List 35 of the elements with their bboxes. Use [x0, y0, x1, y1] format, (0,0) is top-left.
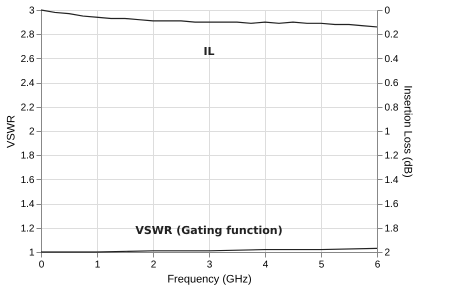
y-tick-label: 1	[28, 248, 35, 258]
y-tick-label: 2.2	[20, 102, 35, 114]
y-tick-label: 1.2	[20, 223, 35, 234]
y-tick-label: 1.6	[20, 174, 35, 186]
y-axis-title: VSWR	[6, 114, 18, 148]
x-tick-label: 4	[262, 260, 269, 270]
y2-tick-label: 0.2	[384, 30, 399, 41]
y2-tick-label: 2	[384, 248, 390, 258]
x-tick-label: 0	[38, 260, 45, 270]
line-series	[40, 9, 378, 28]
y-tick-label: 3	[28, 6, 35, 16]
y-tick-label: 2.6	[20, 54, 35, 65]
y-tick-label: 2	[28, 126, 35, 138]
y2-tick-label: 1.8	[384, 223, 399, 234]
y2-tick-label: 0.6	[384, 78, 399, 90]
y2-tick-label: 1.6	[384, 199, 399, 210]
y2-tick-label: 0.4	[384, 54, 399, 65]
series-label: VSWR (Gating function)	[135, 224, 283, 237]
x-tick-label: 2	[150, 260, 157, 270]
y2-tick-label: 1.2	[384, 150, 399, 162]
y2-tick-label: 0	[384, 6, 390, 16]
y2-tick-label: 1	[384, 126, 390, 138]
y-tick-label: 2.8	[20, 30, 35, 41]
y-tick-label: 1.4	[20, 199, 35, 210]
y2-tick-label: 1.4	[384, 174, 399, 186]
y2-tick-label: 0.8	[384, 102, 399, 114]
text: IL	[203, 45, 215, 58]
y-tick-label: 1.8	[20, 150, 35, 162]
x-tick-label: 5	[318, 260, 325, 270]
x-tick-label: 6	[374, 260, 381, 270]
x-axis-title: Frequency (GHz)	[167, 274, 252, 286]
x-tick-label: 3	[206, 260, 213, 270]
x-tick-label: 1	[94, 260, 101, 270]
y2-axis-title: Insertion Loss (dB)	[401, 85, 414, 178]
y-tick-label: 2.4	[20, 78, 35, 90]
